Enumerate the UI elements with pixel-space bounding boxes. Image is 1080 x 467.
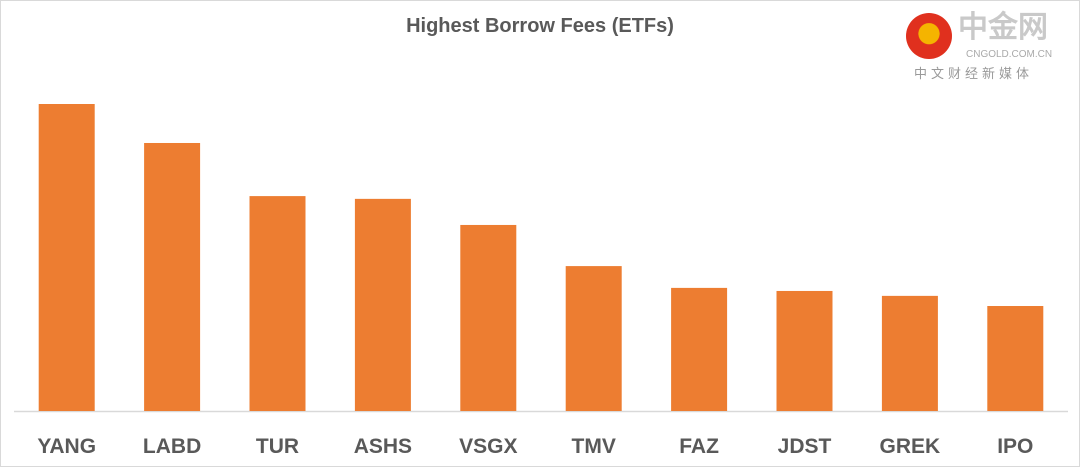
bar-faz <box>671 287 728 411</box>
watermark-logo: 中金网 CNGOLD.COM.CN 中文财经新媒体 <box>906 9 1076 89</box>
x-tick-label: TUR <box>256 435 299 458</box>
x-tick-label: GREK <box>880 435 941 458</box>
watermark-tagline: 中文财经新媒体 <box>914 67 1034 82</box>
bar-labd <box>144 142 201 411</box>
x-tick-label: TMV <box>572 435 616 458</box>
watermark-name: 中金网 <box>958 10 1048 45</box>
x-tick-label: ASHS <box>354 435 412 458</box>
bar-ipo <box>987 306 1044 411</box>
x-tick-label: FAZ <box>679 435 719 458</box>
chart-title: Highest Borrow Fees (ETFs) <box>406 15 674 37</box>
bar-tur <box>249 196 306 411</box>
cngold-logo-icon <box>906 13 952 59</box>
x-tick-label: IPO <box>997 435 1033 458</box>
bar-grek <box>881 295 938 411</box>
x-tick-label: VSGX <box>459 435 517 458</box>
bar-ashs <box>354 198 411 411</box>
bar-tmv <box>565 266 622 411</box>
bar-yang <box>38 104 95 411</box>
x-tick-label: LABD <box>143 435 201 458</box>
x-tick-label: YANG <box>37 435 96 458</box>
watermark-domain: CNGOLD.COM.CN <box>966 49 1053 60</box>
x-tick-label: JDST <box>778 435 832 458</box>
bar-vsgx <box>460 224 517 411</box>
bar-jdst <box>776 290 833 411</box>
